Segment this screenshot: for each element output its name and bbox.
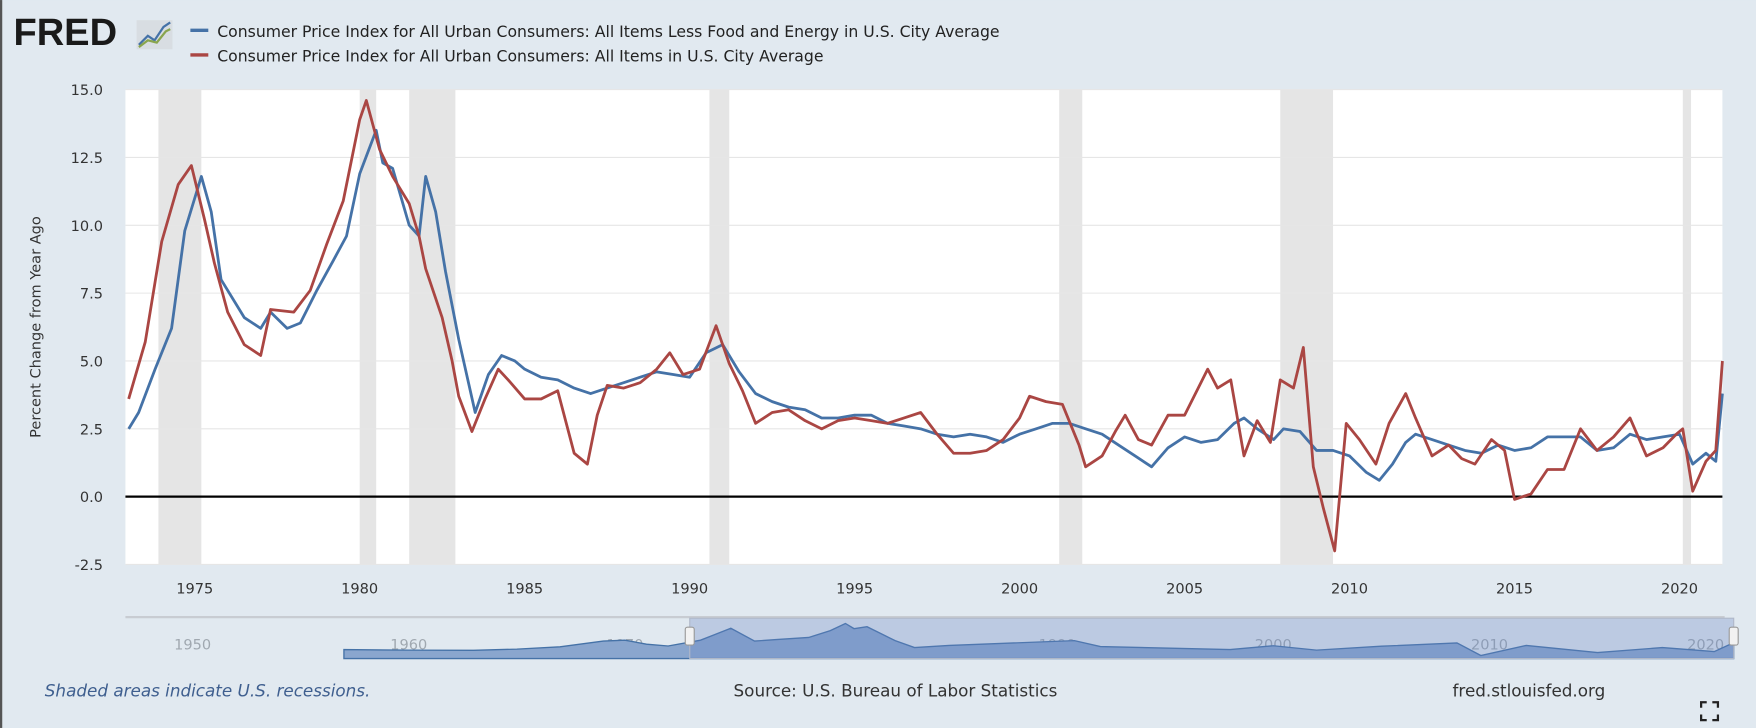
recession-note: Shaded areas indicate U.S. recessions.	[45, 681, 371, 701]
y-tick-label: 0.0	[80, 489, 103, 506]
legend-item-core[interactable]: Consumer Price Index for All Urban Consu…	[190, 22, 1000, 41]
expand-icon[interactable]	[1700, 701, 1720, 722]
y-tick-label: 7.5	[80, 286, 103, 303]
recession-band	[359, 89, 377, 565]
y-tick-label: 5.0	[80, 354, 103, 371]
y-tick-label: 12.5	[71, 150, 103, 167]
x-tick-label: 2005	[1166, 581, 1203, 598]
recession-band	[709, 89, 730, 565]
x-tick-label: 1985	[506, 581, 543, 598]
navigator-area	[343, 622, 1735, 660]
legend-item-all-items[interactable]: Consumer Price Index for All Urban Consu…	[190, 47, 823, 66]
navigator-label: 2020	[1687, 637, 1724, 654]
x-tick-label: 2015	[1496, 581, 1533, 598]
site-link[interactable]: fred.stlouisfed.org	[1453, 681, 1606, 701]
plot-area: -2.5 0.0 2.5 5.0 7.5 10.0 12.5 15.0 1975 1980 1985…	[71, 82, 1724, 598]
y-axis-label: Percent Change from Year Ago	[27, 216, 44, 438]
chart-line-icon	[136, 20, 173, 50]
legend: Consumer Price Index for All Urban Consu…	[190, 22, 1000, 66]
source-text: Source: U.S. Bureau of Labor Statistics	[734, 681, 1058, 701]
x-tick-label: 2020	[1661, 581, 1698, 598]
x-tick-label: 2010	[1331, 581, 1368, 598]
navigator-label: 2010	[1471, 637, 1508, 654]
x-tick-label: 2000	[1001, 581, 1038, 598]
y-tick-label: -2.5	[75, 557, 103, 574]
y-tick-label: 10.0	[71, 218, 103, 235]
recession-band	[409, 89, 456, 565]
y-tick-label: 2.5	[80, 421, 103, 438]
fred-logo[interactable]: FRED	[13, 12, 173, 54]
logo-text: FRED	[13, 12, 117, 54]
legend-label-core: Consumer Price Index for All Urban Consu…	[217, 22, 999, 41]
recession-band	[1682, 89, 1692, 565]
navigator-label: 1960	[390, 637, 427, 654]
navigator-selection	[689, 617, 1735, 660]
navigator-handle-right[interactable]	[1728, 626, 1739, 646]
x-tick-label: 1980	[341, 581, 378, 598]
legend-label-all-items: Consumer Price Index for All Urban Consu…	[217, 47, 823, 66]
x-tick-label: 1975	[176, 581, 213, 598]
series-line-all-items	[127, 99, 1724, 553]
x-tick-label: 1995	[836, 581, 873, 598]
x-tick-label: 1990	[671, 581, 708, 598]
recession-band	[1280, 89, 1334, 565]
navigator-label: 1950	[174, 637, 211, 654]
navigator-handle-left[interactable]	[684, 626, 695, 646]
recession-band	[158, 89, 202, 565]
y-tick-label: 15.0	[71, 82, 103, 99]
recession-band	[1059, 89, 1083, 565]
navigator[interactable]: 19501960197019801990200020102020	[125, 615, 1739, 660]
